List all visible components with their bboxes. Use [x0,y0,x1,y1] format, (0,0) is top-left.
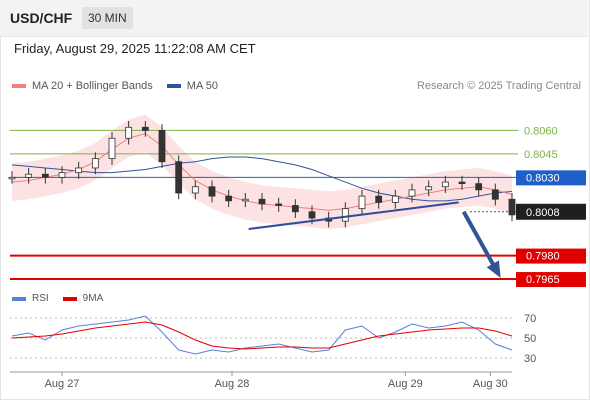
legend-9ma-label: 9MA [82,293,104,304]
legend-ma50-swatch [166,84,181,88]
candle-body [41,173,49,178]
rsi-tick-50: 50 [524,333,536,345]
legend-9ma-swatch [62,296,77,301]
level-badge-0.7965 [516,272,586,288]
legend-rsi-swatch [12,296,26,301]
candle-body [158,130,166,163]
candle-body [291,205,299,213]
candle-body [125,126,133,139]
level-label-0.7965: 0.7965 [526,274,560,286]
rsi-legend: RSI 9MA [12,293,117,304]
time-tick-label: Aug 27 [45,378,80,390]
candle-body [375,195,383,203]
candle-body [391,195,399,203]
level-badge-0.7980 [516,248,586,264]
candle-body [91,158,99,169]
candle-body [225,195,233,202]
forecast-arrow-head [486,260,501,278]
level-label-0.8060: 0.8060 [524,125,558,137]
candle-body [441,181,449,188]
chart-header: USD/CHF 30 MIN [0,0,588,37]
time-tick-label: Aug 30 [473,378,508,390]
candle-body [58,172,66,178]
price-legend: MA 20 + Bollinger Bands MA 50 [12,80,232,92]
legend-ma20-label: MA 20 + Bollinger Bands [32,80,153,92]
candle-body [308,211,316,219]
candle-body [191,186,199,194]
rsi-series-rsi [11,315,513,355]
candle-body [508,198,516,216]
candle-body [108,137,116,159]
candles [8,121,516,228]
level-label-0.8030: 0.8030 [526,172,560,184]
candle-body [458,181,466,185]
legend-ma50-label: MA 50 [186,80,218,92]
trendline [248,201,459,230]
candle-body [208,186,216,197]
legend-rsi: RSI [12,293,49,304]
candle-body [141,126,149,131]
candle-body [425,186,433,191]
rsi-tick-70: 70 [524,313,536,325]
rsi-series-9ma [11,321,513,350]
candle-body [275,203,283,206]
candle-body [408,189,416,197]
candle-body [175,161,183,194]
timeframe-badge[interactable]: 30 MIN [82,7,133,29]
current-price-badge [516,203,586,220]
legend-ma50: MA 50 [166,80,218,92]
legend-ma20: MA 20 + Bollinger Bands [12,80,153,92]
candle-body [475,183,483,191]
candle-body [491,189,499,200]
candle-body [258,198,266,205]
candle-body [358,195,366,210]
candle-body [8,176,16,180]
time-tick-label: Aug 28 [215,378,250,390]
symbol-title: USD/CHF [10,10,73,26]
current-price-label: 0.8008 [526,207,560,219]
legend-ma20-swatch [12,84,26,88]
level-label-0.7980: 0.7980 [526,251,560,263]
legend-rsi-label: RSI [32,293,49,304]
candle-body [341,208,349,222]
time-tick-label: Aug 29 [388,378,423,390]
credit-text: Research © 2025 Trading Central [416,80,581,92]
level-label-0.8045: 0.8045 [524,149,558,161]
candle-body [241,198,249,202]
legend-9ma: 9MA [62,293,104,304]
rsi-tick-30: 30 [524,353,536,365]
level-badge-0.8030 [516,170,586,186]
timestamp: Friday, August 29, 2025 11:22:08 AM CET [14,41,256,56]
candle-body [25,173,33,178]
candle-body [75,167,83,174]
